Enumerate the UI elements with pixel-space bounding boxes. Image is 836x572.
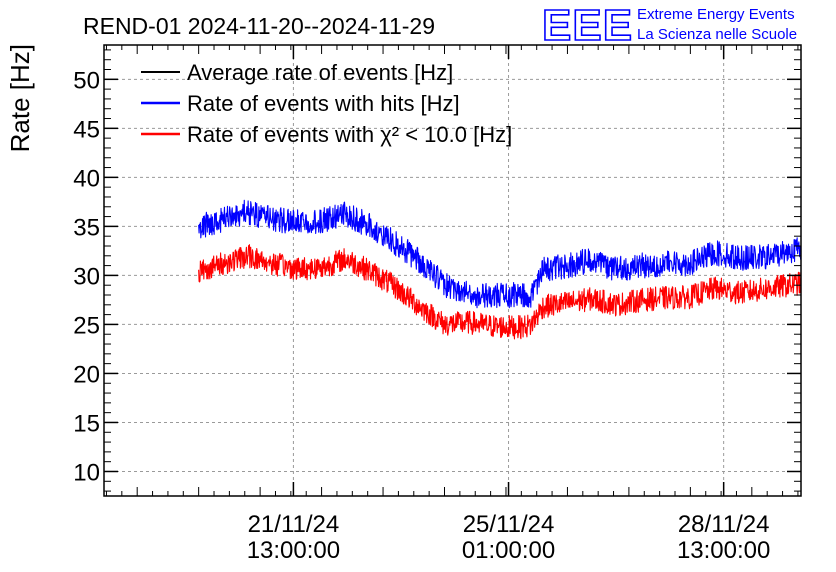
x-tick-label-date: 25/11/24 [463,511,555,538]
logo-mark: EEE [542,1,633,50]
legend-entry: Rate of events with hits [Hz] [141,91,460,116]
chart-title: REND-01 2024-11-20--2024-11-29 [83,13,435,39]
y-tick-label: 30 [73,263,100,290]
series-line-1 [198,199,802,309]
y-tick-label: 15 [73,410,100,437]
eee-logo: EEE Extreme Energy Events La Scienza nel… [541,0,797,51]
y-tick-label: 35 [73,214,100,241]
legend-label-average: Average rate of events [Hz] [187,60,453,85]
y-tick-label: 45 [73,116,100,143]
logo-line-2: La Scienza nelle Scuole [637,26,797,43]
legend: Average rate of events [Hz] Rate of even… [141,60,512,147]
legend-entry: Rate of events with χ² < 10.0 [Hz] [141,122,512,147]
x-tick-label-date: 28/11/24 [678,511,770,538]
series-line-2 [198,244,802,340]
x-tick-label-time: 13:00:00 [247,537,340,564]
axes: 10152025303540455021/11/2413:00:0025/11/… [73,45,801,564]
plot-frame [103,44,802,497]
y-tick-label: 40 [73,165,100,192]
legend-label-hits: Rate of events with hits [Hz] [187,91,460,116]
x-tick-label-time: 13:00:00 [677,537,770,564]
legend-entry: Average rate of events [Hz] [141,60,453,85]
x-tick-label-date: 21/11/24 [248,511,340,538]
y-axis-label: Rate [Hz] [5,44,35,152]
y-tick-label: 10 [73,459,100,486]
y-tick-label: 25 [73,312,100,339]
x-tick-label-time: 01:00:00 [462,537,555,564]
legend-label-chi2: Rate of events with χ² < 10.0 [Hz] [187,122,512,147]
y-tick-label: 50 [73,67,100,94]
logo-line-1: Extreme Energy Events [637,6,795,23]
y-tick-label: 20 [73,361,100,388]
series-layer [198,199,802,340]
